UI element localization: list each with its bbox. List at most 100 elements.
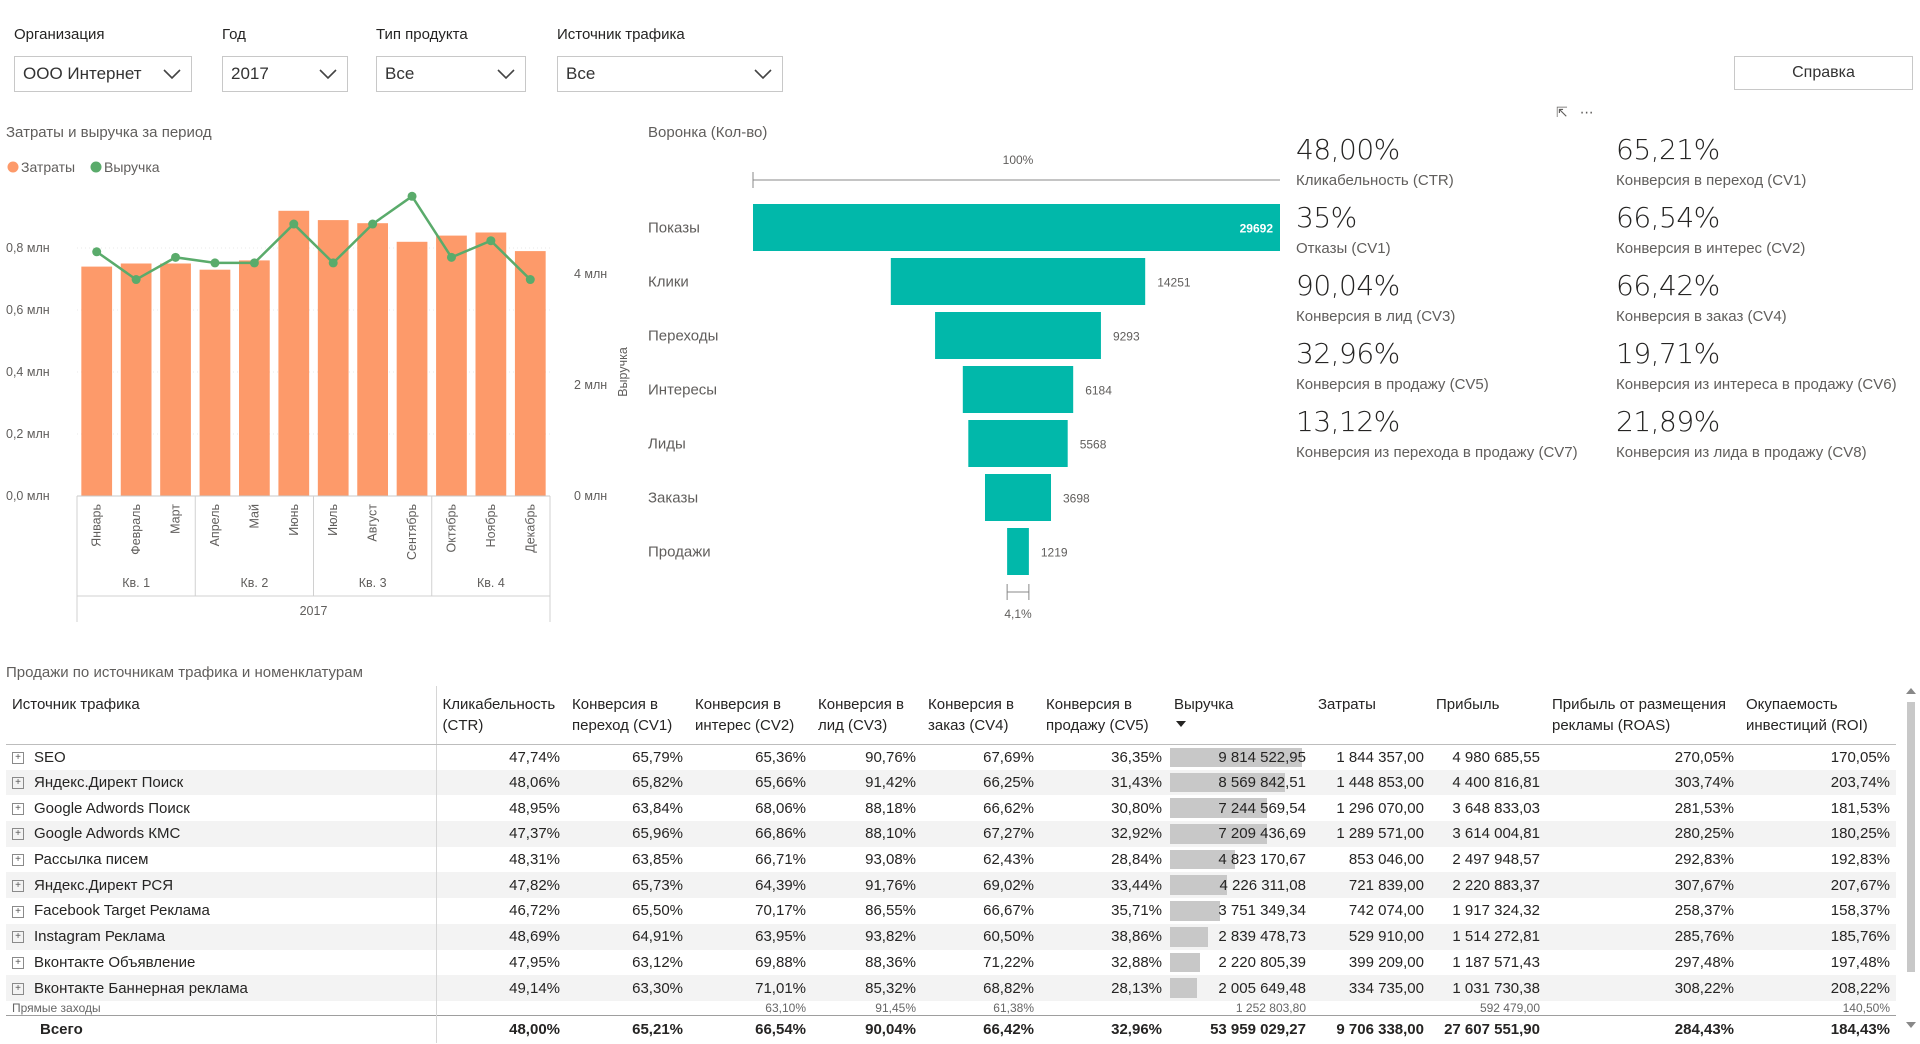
bar-3[interactable] bbox=[160, 263, 191, 497]
organization-dropdown[interactable]: ООО Интернет bbox=[14, 56, 192, 92]
table-row[interactable]: + SEO 47,74% 65,79% 65,36% 90,76% 67,69% 36,35%… bbox=[6, 744, 1896, 770]
column-header[interactable]: Конверсия в интерес (CV2) bbox=[689, 686, 812, 745]
column-header[interactable]: Прибыль bbox=[1430, 686, 1546, 745]
expand-row-icon[interactable]: + bbox=[12, 828, 24, 841]
year-dropdown[interactable]: 2017 bbox=[222, 56, 348, 92]
quarter-label: Кв. 3 bbox=[359, 576, 387, 590]
table-row[interactable]: + Facebook Target Реклама 46,72% 65,50% 70,1… bbox=[6, 898, 1896, 924]
table-row[interactable]: + Instagram Реклама 48,69% 64,91% 63,95% 93,8… bbox=[6, 923, 1896, 950]
bar-1[interactable] bbox=[81, 266, 113, 496]
focus-mode-icon[interactable]: ⇱ bbox=[1556, 104, 1568, 120]
kpi-label: Конверсия в интерес (CV2) bbox=[1616, 240, 1806, 257]
revenue-point-5[interactable] bbox=[249, 258, 259, 268]
sort-descending-icon[interactable] bbox=[1176, 721, 1186, 727]
product-type-dropdown[interactable]: Все bbox=[376, 56, 526, 92]
column-header[interactable]: Окупаемость инвестиций (ROI) bbox=[1740, 686, 1896, 745]
expand-row-icon[interactable]: + bbox=[12, 905, 24, 918]
revenue-point-6[interactable] bbox=[289, 219, 299, 229]
table-row[interactable]: + Google Adwords Поиск 48,95% 63,84% 68,06% 8… bbox=[6, 795, 1896, 822]
revenue-point-9[interactable] bbox=[407, 191, 417, 201]
bar-2[interactable] bbox=[120, 263, 152, 497]
column-header[interactable]: Конверсия в переход (CV1) bbox=[566, 686, 689, 745]
expand-row-icon[interactable]: + bbox=[12, 982, 24, 995]
expand-row-icon[interactable]: + bbox=[12, 931, 24, 944]
column-header[interactable]: Источник трафика bbox=[6, 686, 437, 745]
column-header[interactable]: Прибыль от размещения рекламы (ROAS) bbox=[1546, 686, 1740, 745]
total-cell: 48,00% bbox=[436, 1014, 566, 1044]
column-header[interactable]: Выручка bbox=[1168, 686, 1312, 745]
bar-6[interactable] bbox=[278, 210, 310, 497]
funnel-bar-3[interactable] bbox=[935, 312, 1101, 359]
table-cell: 1 252 803,80 bbox=[1168, 1000, 1312, 1016]
funnel-bar-4[interactable] bbox=[962, 366, 1074, 413]
funnel-bar-2[interactable] bbox=[890, 258, 1146, 305]
funnel-bottom-percent: 4,1% bbox=[1004, 607, 1032, 621]
month-label: Июль bbox=[326, 504, 340, 536]
kpi-value: 35% bbox=[1296, 201, 1357, 234]
revenue-point-3[interactable] bbox=[171, 252, 181, 262]
table-cell: 63,30% bbox=[566, 975, 689, 1001]
revenue-point-10[interactable] bbox=[446, 252, 456, 262]
column-header[interactable]: Конверсия в продажу (CV5) bbox=[1040, 686, 1168, 745]
bar-11[interactable] bbox=[475, 232, 507, 497]
table-cell: 399 209,00 bbox=[1312, 949, 1430, 976]
expand-row-icon[interactable]: + bbox=[12, 751, 24, 764]
revenue-point-2[interactable] bbox=[131, 275, 141, 285]
scroll-down-icon[interactable] bbox=[1906, 1022, 1916, 1028]
table-cell: 36,35% bbox=[1040, 744, 1168, 770]
funnel-bar-5[interactable] bbox=[968, 420, 1068, 467]
expand-row-icon[interactable]: + bbox=[12, 802, 24, 815]
column-header[interactable]: Кликабельность (CTR) bbox=[436, 686, 566, 745]
table-cell: 303,74% bbox=[1546, 769, 1740, 796]
table-scrollbar[interactable] bbox=[1906, 688, 1916, 1028]
column-header[interactable]: Затраты bbox=[1312, 686, 1430, 745]
help-button[interactable]: Справка bbox=[1734, 56, 1913, 90]
revenue-data-bar bbox=[1170, 978, 1197, 998]
table-cell: 65,82% bbox=[566, 769, 689, 796]
revenue-point-1[interactable] bbox=[92, 247, 102, 257]
table-cell: 91,76% bbox=[812, 872, 922, 899]
table-row[interactable]: + Яндекс.Директ Поиск 48,06% 65,82% 65,66% 91… bbox=[6, 769, 1896, 796]
right-axis-tick: 2 млн bbox=[574, 378, 607, 392]
source-cell: + Яндекс.Директ Поиск bbox=[6, 769, 437, 796]
slicer-product-type: Тип продукта Все bbox=[376, 26, 526, 92]
column-header[interactable]: Конверсия в лид (CV3) bbox=[812, 686, 922, 745]
table-cell: 9 814 522,95 bbox=[1168, 744, 1312, 770]
table-row[interactable]: + Вконтакте Объявление 47,95% 63,12% 69,88% 8… bbox=[6, 949, 1896, 976]
funnel-bar-6[interactable] bbox=[984, 474, 1052, 521]
table-cell: 63,84% bbox=[566, 795, 689, 822]
revenue-value: 2 220 805,39 bbox=[1218, 953, 1306, 971]
revenue-value: 2 839 478,73 bbox=[1218, 928, 1306, 946]
bar-10[interactable] bbox=[436, 235, 467, 496]
bar-4[interactable] bbox=[199, 269, 231, 496]
bar-5[interactable] bbox=[239, 260, 270, 496]
table-row[interactable]: + Вконтакте Баннерная реклама 49,14% 63,30%… bbox=[6, 975, 1896, 1001]
table-cell: 30,80% bbox=[1040, 795, 1168, 822]
table-row[interactable]: + Яндекс.Директ РСЯ 47,82% 65,73% 64,39% 91,7… bbox=[6, 872, 1896, 899]
expand-row-icon[interactable]: + bbox=[12, 777, 24, 790]
bar-9[interactable] bbox=[396, 241, 428, 496]
revenue-point-8[interactable] bbox=[368, 219, 378, 229]
expand-row-icon[interactable]: + bbox=[12, 854, 24, 867]
scroll-thumb[interactable] bbox=[1907, 702, 1915, 972]
expand-row-icon[interactable]: + bbox=[12, 879, 24, 892]
table-row[interactable]: + Рассылка писем 48,31% 63,85% 66,71% 93,08% 6… bbox=[6, 846, 1896, 873]
table-row[interactable]: + Google Adwords КМС 47,37% 65,96% 66,86% 88,… bbox=[6, 821, 1896, 847]
scroll-up-icon[interactable] bbox=[1906, 688, 1916, 694]
funnel-stage-label: Заказы bbox=[648, 490, 698, 507]
funnel-bar-7[interactable] bbox=[1007, 528, 1029, 575]
bar-8[interactable] bbox=[357, 223, 388, 496]
revenue-point-11[interactable] bbox=[486, 236, 496, 246]
revenue-point-7[interactable] bbox=[328, 258, 338, 268]
revenue-point-4[interactable] bbox=[210, 258, 220, 268]
table-cell: 93,08% bbox=[812, 846, 922, 873]
revenue-point-12[interactable] bbox=[525, 275, 535, 285]
more-options-icon[interactable]: ⋯ bbox=[1579, 104, 1594, 120]
funnel-bar-1[interactable] bbox=[753, 204, 1280, 251]
bar-12[interactable] bbox=[514, 251, 546, 496]
funnel-top-percent: 100% bbox=[1003, 153, 1034, 167]
column-header[interactable]: Конверсия в заказ (CV4) bbox=[922, 686, 1040, 745]
month-label: Май bbox=[247, 504, 261, 529]
expand-row-icon[interactable]: + bbox=[12, 956, 24, 969]
traffic-source-dropdown[interactable]: Все bbox=[557, 56, 783, 92]
